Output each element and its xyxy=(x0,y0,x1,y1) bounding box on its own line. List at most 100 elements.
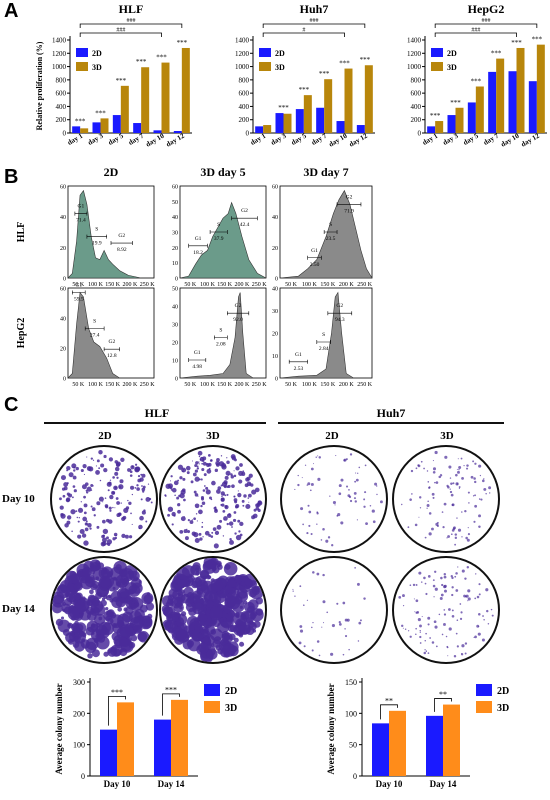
gate xyxy=(188,243,208,248)
colony xyxy=(247,497,250,499)
y-axis-title: Average colony number xyxy=(326,683,336,774)
bracket xyxy=(79,32,162,37)
colony xyxy=(234,574,243,584)
colony xyxy=(187,519,190,522)
y-tick-label: 10 xyxy=(172,261,178,267)
x-tick-label: day 1 xyxy=(66,132,84,147)
colony xyxy=(199,456,205,462)
colony xyxy=(201,526,204,528)
x-tick-label: 150 K xyxy=(105,282,121,288)
colony xyxy=(424,649,426,651)
colony xyxy=(253,620,261,628)
colony xyxy=(206,468,212,474)
x-tick-label: day 5 xyxy=(107,132,125,147)
colony xyxy=(458,468,460,471)
y-tick-label: 60 xyxy=(60,287,66,293)
colony xyxy=(202,461,207,466)
colony xyxy=(363,505,366,508)
colony xyxy=(331,544,334,547)
colony xyxy=(131,523,133,525)
colony xyxy=(321,626,323,628)
significance-label: *** xyxy=(156,54,167,62)
colony xyxy=(443,613,447,616)
gate-value: 59.5 xyxy=(74,297,84,303)
colony xyxy=(419,635,422,639)
colony xyxy=(60,475,66,481)
colony xyxy=(109,509,112,512)
colony xyxy=(76,516,79,519)
significance-label: *** xyxy=(491,50,502,58)
colony xyxy=(348,495,352,499)
colony xyxy=(201,468,205,472)
colony xyxy=(119,486,121,489)
bracket xyxy=(79,23,183,28)
bar-2d xyxy=(173,131,182,133)
colony xyxy=(65,632,76,643)
y-tick-label: 400 xyxy=(56,103,67,111)
colony xyxy=(474,494,476,497)
colony xyxy=(201,462,204,465)
colony xyxy=(473,477,476,480)
colony xyxy=(486,609,489,613)
colony xyxy=(209,459,213,462)
colony xyxy=(119,624,134,639)
colony xyxy=(449,488,451,490)
bar-3d xyxy=(100,118,109,133)
colony xyxy=(252,629,257,633)
gate-value: 94.3 xyxy=(335,317,345,323)
gate xyxy=(209,230,228,234)
bar-2d xyxy=(427,126,436,133)
colony xyxy=(238,530,241,533)
colony xyxy=(463,465,465,467)
significance-label: *** xyxy=(532,36,543,44)
colony xyxy=(120,457,125,462)
colony xyxy=(224,475,229,480)
gate xyxy=(74,211,88,216)
colony xyxy=(307,504,310,507)
legend-swatch-3d xyxy=(76,62,88,71)
col-title: 2D xyxy=(104,165,119,179)
colony xyxy=(143,509,146,512)
colony xyxy=(334,504,336,506)
colony xyxy=(201,501,206,506)
colony xyxy=(194,538,200,544)
colony xyxy=(76,570,84,577)
legend-swatch-2d xyxy=(76,48,88,57)
gate-value: 2.53 xyxy=(294,366,304,372)
colony xyxy=(423,576,426,580)
colony xyxy=(198,461,200,463)
colony xyxy=(468,502,470,504)
gate-value: 19.9 xyxy=(92,241,102,247)
colony xyxy=(91,507,96,512)
colony xyxy=(450,533,453,536)
colony-well-huh7-2d-day10 xyxy=(280,445,388,553)
significance-label: *** xyxy=(116,77,127,85)
colony xyxy=(320,539,323,541)
colony xyxy=(83,503,88,508)
colony xyxy=(209,607,223,621)
colony xyxy=(200,504,203,508)
colony xyxy=(426,503,430,507)
gate xyxy=(188,358,207,362)
row-header-day10: Day 10 xyxy=(2,493,35,505)
colony xyxy=(440,593,444,597)
colony xyxy=(243,573,257,587)
colony xyxy=(184,536,189,541)
colony xyxy=(199,569,210,579)
colony xyxy=(419,630,421,632)
colony xyxy=(464,509,467,513)
colony xyxy=(426,507,428,509)
colony xyxy=(454,536,458,540)
colony xyxy=(62,494,66,498)
colony xyxy=(443,575,447,579)
cellline-title-hlf: HLF xyxy=(144,406,170,420)
colony xyxy=(318,456,321,459)
colony xyxy=(364,491,367,494)
colony xyxy=(248,473,253,478)
gate-value: 2.08 xyxy=(216,342,226,348)
colony xyxy=(456,645,459,648)
colony xyxy=(483,618,485,621)
bar-3d xyxy=(455,107,464,133)
colony xyxy=(72,475,77,480)
colony xyxy=(485,493,487,495)
